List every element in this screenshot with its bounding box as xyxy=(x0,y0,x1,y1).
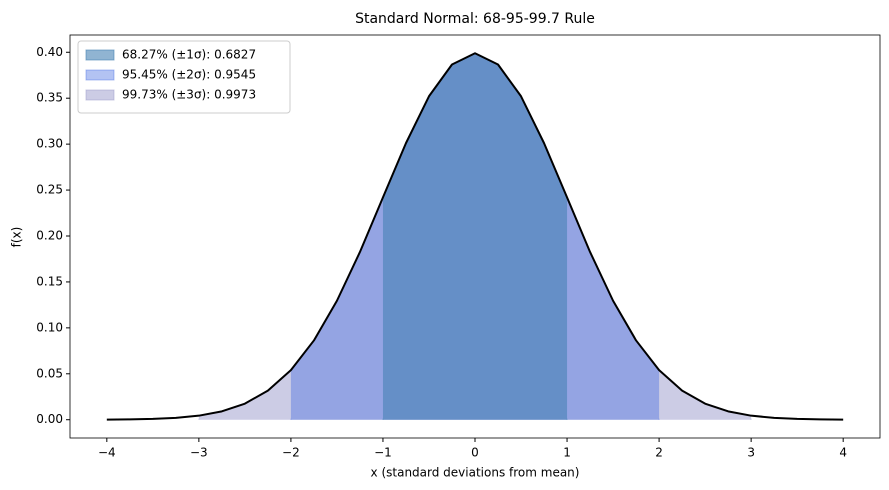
y-tick-label: 0.40 xyxy=(36,45,63,59)
y-tick-label: 0.25 xyxy=(36,183,63,197)
x-tick-label: 4 xyxy=(839,446,847,460)
legend-swatch xyxy=(85,49,115,61)
pdf-curve xyxy=(106,52,844,421)
y-tick-label: 0.35 xyxy=(36,91,63,105)
x-tick-label: 3 xyxy=(747,446,755,460)
region-area xyxy=(382,53,568,420)
legend-swatch xyxy=(85,89,115,101)
y-tick-label: 0.10 xyxy=(36,320,63,334)
x-tick-label: 2 xyxy=(655,446,663,460)
x-tick-label: −3 xyxy=(190,446,208,460)
y-axis-label: f(x) xyxy=(10,227,24,248)
legend-label: 99.73% (±3σ): 0.9973 xyxy=(122,88,256,102)
y-tick-label: 0.00 xyxy=(36,412,63,426)
x-axis-label: x (standard deviations from mean) xyxy=(371,466,580,480)
legend-label: 68.27% (±1σ): 0.6827 xyxy=(122,48,256,62)
x-tick-label: 0 xyxy=(471,446,479,460)
legend: 68.27% (±1σ): 0.6827 95.45% (±2σ): 0.9545… xyxy=(77,40,291,114)
legend-swatch xyxy=(85,69,115,81)
x-tick-label: −1 xyxy=(374,446,392,460)
chart-title: Standard Normal: 68-95-99.7 Rule xyxy=(355,11,595,27)
y-tick-label: 0.15 xyxy=(36,274,63,288)
x-tick-label: 1 xyxy=(563,446,571,460)
legend-label: 95.45% (±2σ): 0.9545 xyxy=(122,68,256,82)
x-tick-label: −2 xyxy=(282,446,300,460)
legend-box xyxy=(77,40,291,114)
x-tick-label: −4 xyxy=(98,446,116,460)
y-tick-label: 0.05 xyxy=(36,366,63,380)
y-tick-label: 0.30 xyxy=(36,137,63,151)
y-tick-label: 0.20 xyxy=(36,228,63,242)
